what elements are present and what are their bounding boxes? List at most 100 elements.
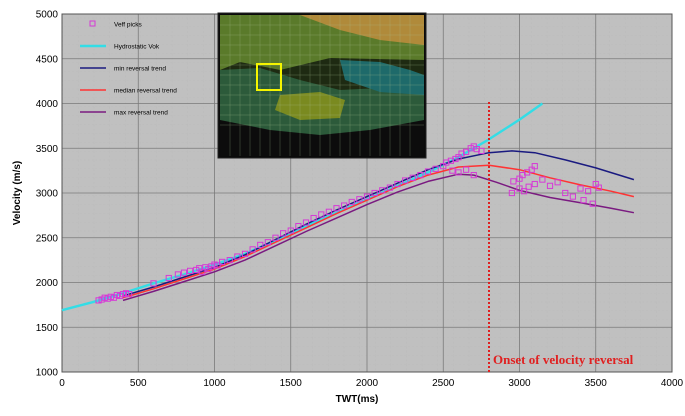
x-tick-label: 2000 (356, 378, 379, 389)
y-axis-title: Velocity (m/s) (12, 161, 23, 225)
veff-pick-point (463, 148, 470, 155)
y-tick-label: 4500 (36, 54, 59, 65)
veff-pick-point (595, 184, 602, 191)
veff-pick-point (249, 246, 256, 253)
veff-pick-point (272, 234, 279, 241)
y-tick-label: 2500 (36, 233, 59, 244)
veff-pick-point (520, 188, 528, 195)
veff-pick-point (165, 274, 172, 282)
veff-pick-point (417, 172, 424, 179)
veff-pick-point (234, 253, 241, 260)
max-reversal-trend-line (122, 173, 635, 302)
veff-pick-point (318, 211, 325, 218)
veff-pick-point (363, 193, 371, 200)
x-tick-label: 1500 (280, 378, 303, 389)
veff-pick-point (432, 165, 439, 172)
legend-label: median reversal trend (114, 87, 177, 94)
veff-pick-point (371, 189, 378, 197)
veff-pick-point (531, 163, 538, 170)
veff-pick-point (424, 168, 432, 175)
veff-pick-point (463, 166, 470, 173)
veff-pick-point (478, 147, 485, 155)
veff-pick-point (341, 202, 348, 209)
legend-label: max reversal trend (114, 109, 168, 116)
x-tick-label: 2500 (432, 378, 455, 389)
veff-pick-point (447, 157, 454, 164)
y-tick-label: 1000 (36, 368, 59, 379)
veff-pick-point (333, 205, 340, 212)
veff-pick-point (589, 200, 596, 207)
veff-pick-point (226, 257, 233, 264)
veff-pick-point (348, 198, 355, 206)
veff-pick-point (443, 159, 450, 166)
veff-pick-point (554, 179, 561, 186)
veff-pick-point (585, 188, 592, 195)
annotation-layer: Onset of velocity reversal (488, 101, 634, 372)
reversal-onset-label: Onset of velocity reversal (493, 352, 634, 367)
veff-pick-point (510, 178, 517, 185)
veff-pick-point (325, 208, 332, 215)
y-tick-label: 4000 (36, 99, 59, 110)
x-axis-ticks: 0 500 1000 1500 2000 2500 3000 3500 4000 TWT(ms) (59, 378, 683, 405)
veff-pick-point (356, 196, 363, 203)
y-tick-label: 1500 (36, 323, 59, 334)
veff-picks-points (95, 143, 602, 304)
legend-label: Hydrostatic Vok (114, 43, 160, 50)
veff-pick-point (180, 269, 188, 276)
veff-pick-point (546, 182, 554, 189)
legend-marker-veff-picks (89, 20, 96, 27)
veff-pick-point (310, 214, 317, 222)
x-tick-label: 1000 (203, 378, 226, 389)
veff-pick-point (174, 271, 182, 278)
veff-pick-point (241, 250, 249, 257)
veff-pick-point (150, 280, 157, 287)
x-tick-label: 3000 (508, 378, 531, 389)
inset-seismic-map (217, 12, 427, 159)
x-tick-label: 4000 (661, 378, 684, 389)
veff-pick-point (280, 230, 287, 237)
veff-pick-point (126, 291, 133, 298)
veff-pick-point (531, 180, 538, 188)
veff-pick-point (569, 193, 576, 200)
x-tick-label: 500 (130, 378, 147, 389)
y-tick-label: 3500 (36, 144, 59, 155)
y-axis-ticks: 1000 1500 2000 2500 3000 3500 4000 4500 5000 Velo… (12, 10, 58, 379)
veff-pick-point (473, 146, 480, 153)
y-tick-label: 3000 (36, 189, 59, 200)
veff-pick-point (287, 227, 294, 234)
veff-pick-point (525, 183, 532, 190)
y-tick-label: 2000 (36, 278, 59, 289)
x-tick-label: 3500 (585, 378, 608, 389)
veff-pick-point (214, 262, 221, 269)
veff-pick-point (257, 241, 264, 249)
x-tick-label: 0 (59, 378, 65, 389)
veff-pick-point (394, 180, 401, 188)
veff-pick-point (187, 267, 194, 274)
veff-pick-point (379, 187, 386, 194)
inset-selection-box (256, 63, 282, 91)
veff-pick-point (508, 189, 515, 197)
legend-label: min reversal trend (114, 65, 166, 72)
veff-pick-point (580, 197, 587, 204)
veff-pick-point (539, 176, 546, 183)
veff-pick-point (455, 169, 462, 176)
veff-pick-point (470, 172, 477, 179)
veff-pick-point (219, 258, 226, 266)
veff-pick-point (409, 174, 416, 181)
veff-pick-point (264, 239, 271, 246)
veff-pick-point (302, 219, 310, 226)
veff-pick-point (402, 177, 409, 184)
veff-pick-point (449, 167, 456, 174)
legend: Veff picks Hydrostatic Vok min reversal tr… (80, 20, 177, 116)
veff-pick-point (458, 150, 465, 157)
x-axis-title: TWT(ms) (336, 394, 379, 405)
veff-pick-point (562, 189, 569, 197)
veff-pick-point (295, 223, 302, 230)
veff-pick-point (577, 185, 584, 192)
veff-pick-point (386, 184, 393, 191)
legend-label: Veff picks (114, 21, 142, 28)
y-tick-label: 5000 (36, 10, 59, 21)
median-reversal-trend-line (122, 164, 635, 299)
